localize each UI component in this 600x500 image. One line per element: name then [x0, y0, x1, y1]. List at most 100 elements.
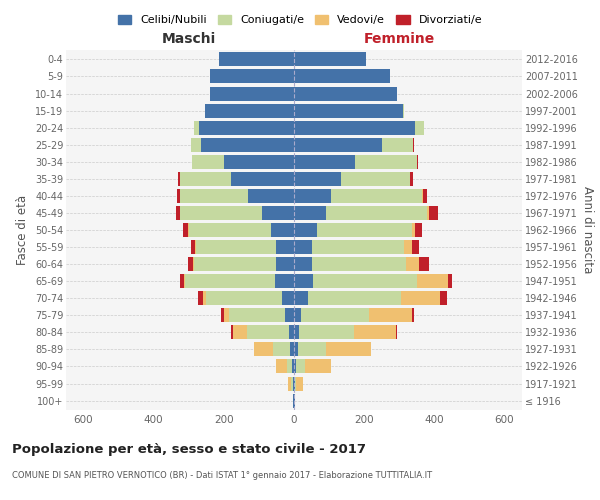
Bar: [294, 257, 311, 271]
Bar: [412, 223, 415, 237]
Bar: [311, 257, 406, 271]
Bar: [294, 342, 298, 356]
Bar: [292, 360, 294, 374]
Bar: [229, 308, 285, 322]
Bar: [193, 257, 194, 271]
Bar: [415, 120, 424, 134]
Bar: [194, 257, 277, 271]
Bar: [422, 189, 423, 203]
Bar: [403, 104, 404, 118]
Bar: [275, 274, 294, 288]
Bar: [401, 292, 440, 305]
Bar: [294, 155, 355, 168]
Legend: Celibi/Nubili, Coniugati/e, Vedovi/e, Divorziati/e: Celibi/Nubili, Coniugati/e, Vedovi/e, Di…: [113, 10, 487, 30]
Bar: [294, 240, 311, 254]
Bar: [294, 104, 403, 118]
Bar: [412, 240, 419, 254]
Bar: [294, 223, 317, 237]
Bar: [180, 189, 248, 203]
Bar: [291, 376, 293, 390]
Bar: [370, 308, 412, 322]
Bar: [294, 376, 295, 390]
Bar: [294, 138, 382, 151]
Bar: [311, 240, 404, 254]
Bar: [177, 189, 179, 203]
Text: COMUNE DI SAN PIETRO VERNOTICO (BR) - Dati ISTAT 1° gennaio 2017 - Elaborazione : COMUNE DI SAN PIETRO VERNOTICO (BR) - Da…: [12, 471, 432, 480]
Bar: [196, 240, 277, 254]
Bar: [185, 274, 275, 288]
Text: Maschi: Maschi: [162, 32, 216, 46]
Bar: [183, 223, 188, 237]
Bar: [294, 189, 331, 203]
Bar: [295, 376, 296, 390]
Bar: [294, 52, 366, 66]
Bar: [423, 189, 427, 203]
Bar: [410, 172, 413, 186]
Bar: [233, 326, 247, 340]
Bar: [210, 70, 294, 84]
Bar: [294, 308, 301, 322]
Bar: [353, 326, 396, 340]
Bar: [317, 223, 412, 237]
Bar: [289, 326, 294, 340]
Bar: [294, 394, 295, 407]
Bar: [296, 360, 305, 374]
Bar: [313, 274, 417, 288]
Text: Femmine: Femmine: [363, 32, 434, 46]
Bar: [178, 172, 180, 186]
Bar: [254, 342, 273, 356]
Bar: [180, 206, 262, 220]
Bar: [341, 172, 410, 186]
Bar: [277, 360, 287, 374]
Bar: [231, 172, 294, 186]
Bar: [299, 326, 353, 340]
Bar: [429, 206, 438, 220]
Bar: [191, 138, 201, 151]
Bar: [277, 257, 294, 271]
Bar: [415, 223, 422, 237]
Bar: [289, 376, 291, 390]
Bar: [197, 292, 203, 305]
Bar: [294, 172, 341, 186]
Bar: [294, 70, 391, 84]
Bar: [294, 206, 326, 220]
Bar: [221, 308, 224, 322]
Bar: [203, 292, 206, 305]
Bar: [440, 292, 446, 305]
Bar: [188, 257, 193, 271]
Bar: [199, 120, 294, 134]
Bar: [294, 274, 313, 288]
Bar: [293, 394, 294, 407]
Bar: [180, 274, 184, 288]
Bar: [285, 308, 294, 322]
Bar: [194, 120, 199, 134]
Bar: [448, 274, 452, 288]
Bar: [326, 206, 427, 220]
Bar: [176, 206, 179, 220]
Bar: [188, 223, 189, 237]
Bar: [180, 172, 231, 186]
Bar: [184, 274, 185, 288]
Bar: [404, 240, 412, 254]
Bar: [301, 308, 370, 322]
Bar: [231, 326, 233, 340]
Bar: [224, 308, 229, 322]
Bar: [191, 155, 192, 168]
Bar: [248, 189, 294, 203]
Bar: [396, 326, 397, 340]
Bar: [287, 360, 292, 374]
Bar: [210, 86, 294, 101]
Bar: [262, 206, 294, 220]
Bar: [282, 292, 294, 305]
Bar: [192, 155, 224, 168]
Bar: [417, 274, 448, 288]
Bar: [247, 326, 289, 340]
Bar: [326, 342, 371, 356]
Text: Popolazione per età, sesso e stato civile - 2017: Popolazione per età, sesso e stato civil…: [12, 442, 366, 456]
Bar: [419, 257, 429, 271]
Bar: [305, 360, 331, 374]
Bar: [382, 138, 413, 151]
Bar: [189, 223, 271, 237]
Bar: [298, 342, 326, 356]
Bar: [412, 308, 415, 322]
